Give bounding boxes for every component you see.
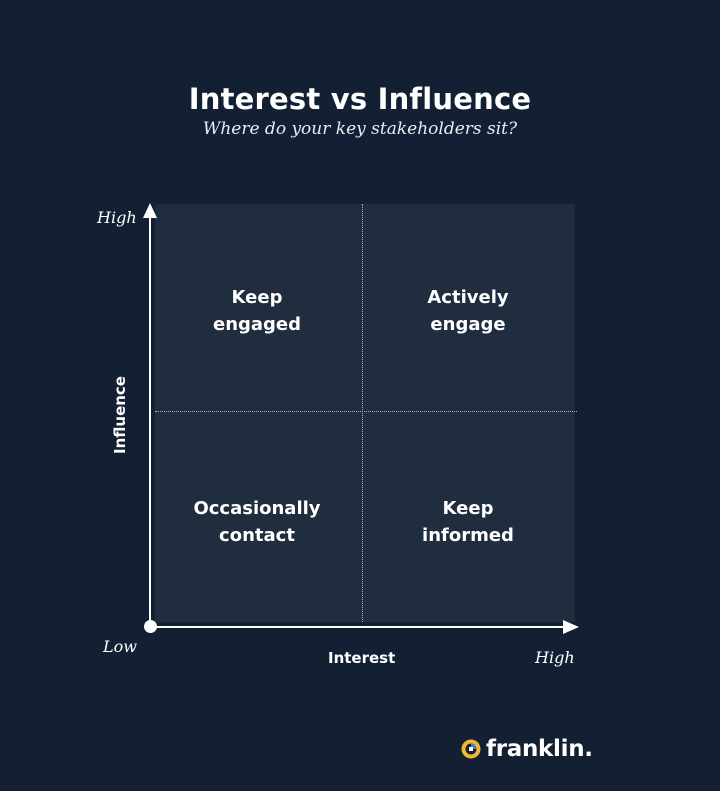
- quadrant-label-line: Keep: [231, 287, 283, 308]
- chart-subtitle: Where do your key stakeholders sit?: [202, 119, 518, 139]
- quadrant-occasionally-contact: Occasionally contact: [157, 495, 357, 549]
- quadrant-keep-engaged: Keep engaged: [157, 284, 357, 338]
- brand-name: franklin: [486, 736, 585, 762]
- quadrant-keep-informed: Keep informed: [368, 495, 568, 549]
- chart-title: Interest vs Influence: [188, 82, 532, 116]
- quadrant-label-line: engaged: [212, 314, 302, 335]
- origin-low-label: Low: [103, 637, 137, 656]
- vertical-divider: [362, 204, 363, 622]
- quadrant-actively-engage: Actively engage: [368, 284, 568, 338]
- quadrant-label-line: engage: [430, 314, 506, 335]
- quadrant-label-line: contact: [219, 525, 295, 546]
- y-axis-high-label: High: [97, 208, 137, 227]
- matrix-plot-area: Keep engaged Actively engage Occasionall…: [155, 204, 577, 622]
- horizontal-divider: [155, 411, 577, 412]
- quadrant-label-line: informed: [422, 525, 514, 546]
- x-axis-arrow-icon: [563, 620, 579, 634]
- franklin-logo: franklin .: [460, 734, 593, 764]
- brand-dot: .: [584, 736, 594, 762]
- quadrant-label-line: Actively: [427, 287, 509, 308]
- quadrant-label-line: Occasionally: [193, 498, 321, 519]
- y-axis-label: Influence: [111, 376, 129, 454]
- x-axis-label: Interest: [328, 649, 396, 667]
- franklin-logo-icon: [461, 739, 481, 759]
- origin-dot: [144, 620, 157, 633]
- y-axis-arrow-icon: [143, 203, 157, 218]
- y-axis-line: [149, 214, 151, 628]
- x-axis-high-label: High: [535, 648, 575, 667]
- x-axis-line: [150, 626, 566, 628]
- quadrant-label-line: Keep: [442, 498, 494, 519]
